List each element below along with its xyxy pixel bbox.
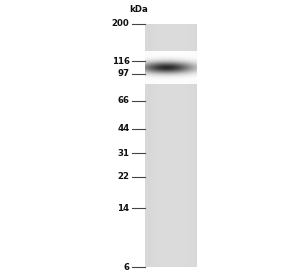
Text: 97: 97 — [118, 69, 130, 78]
Bar — [158, 24, 159, 267]
Bar — [192, 24, 194, 267]
Bar — [182, 24, 183, 267]
Bar — [168, 24, 170, 267]
Bar — [159, 24, 161, 267]
Bar — [177, 24, 178, 267]
Text: 200: 200 — [112, 19, 130, 28]
Bar — [156, 24, 158, 267]
Bar — [194, 24, 196, 267]
Bar — [166, 24, 168, 267]
Bar — [154, 24, 156, 267]
Bar — [164, 24, 166, 267]
Bar — [189, 24, 190, 267]
Text: 22: 22 — [118, 172, 130, 182]
Bar — [149, 24, 151, 267]
Bar — [161, 24, 163, 267]
Bar — [145, 24, 197, 267]
Bar — [175, 24, 177, 267]
Bar — [185, 24, 187, 267]
Text: 116: 116 — [111, 57, 130, 66]
Bar — [187, 24, 189, 267]
Bar — [183, 24, 185, 267]
Bar — [151, 24, 152, 267]
Text: 6: 6 — [124, 263, 130, 272]
Bar — [180, 24, 182, 267]
Bar — [147, 24, 149, 267]
Bar — [190, 24, 192, 267]
Bar — [170, 24, 171, 267]
Bar — [178, 24, 180, 267]
Bar — [152, 24, 154, 267]
Bar — [163, 24, 164, 267]
Text: 31: 31 — [118, 148, 130, 158]
Bar — [145, 24, 147, 267]
Text: 44: 44 — [117, 124, 130, 133]
Bar — [196, 24, 197, 267]
Text: 66: 66 — [118, 96, 130, 105]
Bar — [171, 24, 173, 267]
Bar — [173, 24, 175, 267]
Text: kDa: kDa — [129, 5, 148, 14]
Text: 14: 14 — [118, 204, 130, 213]
